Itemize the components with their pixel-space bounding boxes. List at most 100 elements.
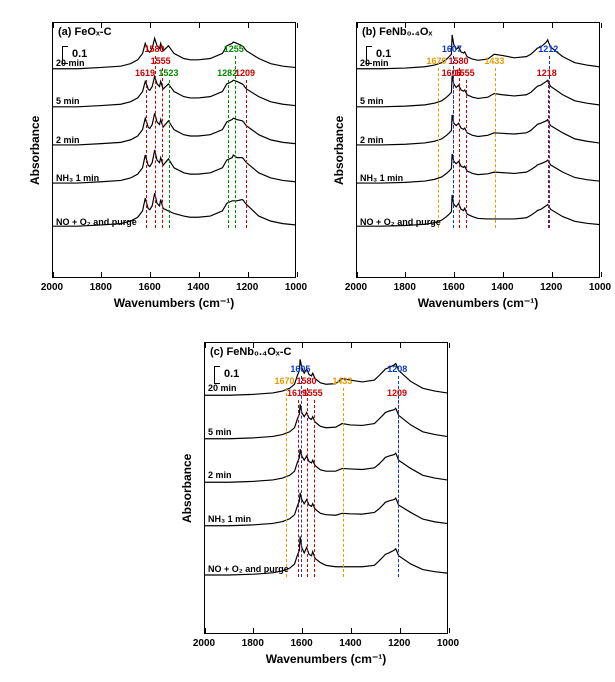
spectrum-trace xyxy=(53,38,295,68)
xtick-label: 1000 xyxy=(589,282,611,293)
spectrum-trace xyxy=(53,76,295,106)
xtick-label: 1200 xyxy=(388,638,410,649)
spectra-curves xyxy=(205,343,447,633)
peak-guideline xyxy=(438,68,439,228)
peak-label: 1670 xyxy=(427,56,447,66)
y-axis-label: Absorbance xyxy=(180,454,194,523)
peak-label: 1255 xyxy=(224,44,244,54)
scale-bar-label: 0.1 xyxy=(224,368,239,380)
peak-guideline xyxy=(235,56,236,228)
peak-guideline xyxy=(286,388,287,577)
peak-guideline xyxy=(169,80,170,228)
peak-guideline xyxy=(155,56,156,228)
peak-guideline xyxy=(228,80,229,228)
panel-a: 2000 1800 1600 1400 1200 1000 Wavenumbers (cm⁻… xyxy=(6,6,306,318)
x-axis-label: Wavenumbers (cm⁻¹) xyxy=(418,296,539,310)
peak-label: 1212 xyxy=(538,44,558,54)
xtick-label: 1600 xyxy=(290,638,312,649)
peak-label: 1209 xyxy=(235,68,255,78)
trace-label: NO + O₂ and purge xyxy=(360,217,441,227)
panel-b: 2000 1800 1600 1400 1200 1000 Wavenumbers (cm⁻… xyxy=(310,6,610,318)
spectrum-trace xyxy=(205,359,447,395)
peak-guideline xyxy=(246,80,247,228)
peak-guideline xyxy=(398,376,399,577)
trace-label: 5 min xyxy=(360,96,384,106)
xtick-label: 1000 xyxy=(285,282,307,293)
peak-guideline xyxy=(301,376,302,577)
panel-title: (b) FeNb₀.₄Oₓ xyxy=(362,26,432,38)
xtick-label: 1800 xyxy=(242,638,264,649)
peak-label: 1555 xyxy=(151,56,171,66)
peak-label: 1433 xyxy=(484,56,504,66)
peak-label: 1208 xyxy=(387,364,407,374)
peak-label: 1555 xyxy=(303,388,323,398)
panel-title: (a) FeOₓ-C xyxy=(58,26,112,38)
peak-guideline xyxy=(459,68,460,228)
xtick-label: 1800 xyxy=(394,282,416,293)
trace-label: NH₃ 1 min xyxy=(208,514,251,524)
peak-guideline xyxy=(298,400,299,577)
trace-label: NO + O₂ and purge xyxy=(56,217,137,227)
trace-label: NH₃ 1 min xyxy=(56,173,99,183)
xtick-label: 2000 xyxy=(345,282,367,293)
plot-area xyxy=(204,342,448,634)
panel-title: (c) FeNb₀.₄Oₓ-C xyxy=(210,346,291,358)
peak-guideline xyxy=(162,68,163,228)
x-axis-label: Wavenumbers (cm⁻¹) xyxy=(266,652,387,666)
xtick-label: 1800 xyxy=(90,282,112,293)
spectrum-trace xyxy=(53,113,295,145)
peak-guideline xyxy=(314,400,315,577)
xtick-label: 1600 xyxy=(442,282,464,293)
spectrum-trace xyxy=(205,404,447,438)
peak-label: 1605 xyxy=(290,364,310,374)
xtick-label: 1000 xyxy=(437,638,459,649)
peak-label: 1619 xyxy=(135,68,155,78)
peak-guideline xyxy=(453,56,454,228)
spectrum-trace xyxy=(357,35,599,69)
panel-c: 2000 1800 1600 1400 1200 1000 Wavenumbers (cm⁻… xyxy=(158,326,458,674)
peak-guideline xyxy=(466,80,467,228)
peak-label: 1209 xyxy=(387,388,407,398)
trace-label: 5 min xyxy=(208,427,232,437)
xtick-label: 1200 xyxy=(540,282,562,293)
plot-area xyxy=(52,22,296,278)
peak-guideline xyxy=(307,388,308,577)
peak-label: 1523 xyxy=(158,68,178,78)
peak-label: 1580 xyxy=(296,376,316,386)
peak-label: 1670 xyxy=(275,376,295,386)
trace-label: 20 min xyxy=(208,383,237,393)
trace-label: NH₃ 1 min xyxy=(360,173,403,183)
xtick-label: 1400 xyxy=(187,282,209,293)
spectrum-trace xyxy=(205,449,447,482)
peak-label: 1580 xyxy=(448,56,468,66)
peak-guideline xyxy=(549,56,550,228)
peak-guideline xyxy=(146,80,147,228)
trace-label: NO + O₂ and purge xyxy=(208,564,289,574)
xtick-label: 1600 xyxy=(138,282,160,293)
trace-label: 2 min xyxy=(208,470,232,480)
trace-label: 2 min xyxy=(56,135,80,145)
xtick-label: 1400 xyxy=(339,638,361,649)
peak-label: 1218 xyxy=(537,68,557,78)
xtick-label: 1200 xyxy=(236,282,258,293)
xtick-label: 1400 xyxy=(491,282,513,293)
trace-label: 20 min xyxy=(360,58,389,68)
peak-label: 1580 xyxy=(144,44,164,54)
xtick-label: 2000 xyxy=(193,638,215,649)
peak-label: 1607 xyxy=(442,44,462,54)
spectrum-trace xyxy=(357,75,599,106)
peak-guideline xyxy=(343,388,344,577)
plot-area xyxy=(356,22,600,278)
peak-label: 1433 xyxy=(332,376,352,386)
spectra-curves xyxy=(357,23,599,277)
y-axis-label: Absorbance xyxy=(28,116,42,185)
spectrum-trace xyxy=(357,115,599,145)
trace-label: 20 min xyxy=(56,58,85,68)
x-axis-label: Wavenumbers (cm⁻¹) xyxy=(114,296,235,310)
y-axis-label: Absorbance xyxy=(332,116,346,185)
trace-label: 2 min xyxy=(360,135,384,145)
xtick-label: 2000 xyxy=(41,282,63,293)
peak-guideline xyxy=(495,68,496,228)
spectra-curves xyxy=(53,23,295,277)
peak-label: 1555 xyxy=(455,68,475,78)
